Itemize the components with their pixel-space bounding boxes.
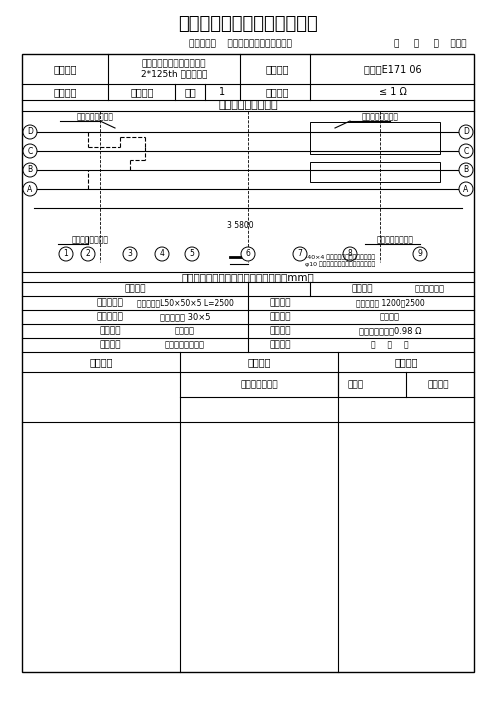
- Text: C: C: [27, 147, 33, 156]
- Text: 6: 6: [246, 249, 250, 258]
- Text: 连接至室外接地网: 连接至室外接地网: [71, 235, 109, 244]
- Text: 普通回填土壤: 普通回填土壤: [415, 284, 445, 293]
- Text: 防腐处理: 防腐处理: [99, 326, 121, 336]
- Text: 8: 8: [348, 249, 352, 258]
- Text: B: B: [463, 166, 469, 175]
- Text: 焊接情况: 焊接情况: [269, 312, 291, 322]
- Text: 接地类别: 接地类别: [53, 87, 77, 97]
- Circle shape: [23, 144, 37, 158]
- Text: 总包单位: 总包单位: [89, 357, 113, 367]
- Text: φ10 热镀锌圆钢，与各层电缆桥架焊接: φ10 热镀锌圆钢，与各层电缆桥架焊接: [305, 261, 375, 267]
- Text: 监理单位: 监理单位: [247, 357, 271, 367]
- Text: 打进深度: 打进深度: [269, 298, 291, 307]
- Text: 1: 1: [63, 249, 68, 258]
- Text: （设计内深 1200）2500: （设计内深 1200）2500: [356, 298, 425, 307]
- Text: 连接至室外接地网: 连接至室外接地网: [376, 235, 414, 244]
- Text: 连接至室外接地网: 连接至室外接地网: [362, 112, 398, 121]
- Text: 接地电阻: 接地电阻: [269, 326, 291, 336]
- Text: 图纸：E171 06: 图纸：E171 06: [364, 64, 422, 74]
- Text: 接地体规格: 接地体规格: [97, 312, 124, 322]
- Text: （取最大阻值）0.98 Ω: （取最大阻值）0.98 Ω: [359, 326, 421, 336]
- Text: 质检员: 质检员: [348, 380, 364, 389]
- Circle shape: [155, 247, 169, 261]
- Circle shape: [81, 247, 95, 261]
- Text: 9: 9: [418, 249, 423, 258]
- Circle shape: [293, 247, 307, 261]
- Circle shape: [413, 247, 427, 261]
- Text: 专业技术负责人: 专业技术负责人: [240, 380, 278, 389]
- Text: 3: 3: [127, 249, 132, 258]
- Text: 符合电气接地规范: 符合电气接地规范: [165, 340, 205, 350]
- Text: 连接至室外接地网: 连接至室外接地网: [76, 112, 114, 121]
- Text: 接地装置敷设情况检查表（尺寸单位：mm）: 接地装置敷设情况检查表（尺寸单位：mm）: [182, 272, 314, 282]
- Bar: [310, 162, 440, 182]
- Circle shape: [343, 247, 357, 261]
- Text: B: B: [27, 166, 33, 175]
- Text: 施工单位: 施工单位: [394, 357, 418, 367]
- Text: A: A: [27, 185, 33, 194]
- Circle shape: [123, 247, 137, 261]
- Circle shape: [23, 163, 37, 177]
- Text: 隐检依据: 隐检依据: [265, 64, 289, 74]
- Text: 设计要求: 设计要求: [265, 87, 289, 97]
- Text: 4: 4: [160, 249, 165, 258]
- Text: 山西亚太焦化冶镁有限公司
2*125th 干熄焦工程: 山西亚太焦化冶镁有限公司 2*125th 干熄焦工程: [141, 59, 207, 79]
- Circle shape: [459, 163, 473, 177]
- Circle shape: [241, 247, 255, 261]
- Text: 接地极规格: 接地极规格: [97, 298, 124, 307]
- Text: -40×4 热镀锌扁钢，与建筑土钢焊接: -40×4 热镀锌扁钢，与建筑土钢焊接: [305, 254, 375, 260]
- Text: 工程名称: 工程名称: [53, 64, 77, 74]
- Text: A: A: [463, 185, 469, 194]
- Circle shape: [459, 125, 473, 139]
- Text: 2: 2: [86, 249, 90, 258]
- Circle shape: [23, 182, 37, 196]
- Text: 综合接地: 综合接地: [130, 87, 154, 97]
- Circle shape: [459, 144, 473, 158]
- Circle shape: [459, 182, 473, 196]
- Text: 1: 1: [219, 87, 225, 97]
- Circle shape: [185, 247, 199, 261]
- Text: 3 5800: 3 5800: [227, 222, 253, 230]
- Text: 接地装置平面示意图: 接地装置平面示意图: [218, 100, 278, 110]
- Text: 年     月     日    编号：: 年 月 日 编号：: [394, 39, 466, 48]
- Text: 年     月     日: 年 月 日: [371, 340, 409, 350]
- Circle shape: [59, 247, 73, 261]
- Text: 检验结论: 检验结论: [99, 340, 121, 350]
- Text: 检查日期: 检查日期: [269, 340, 291, 350]
- Text: D: D: [27, 128, 33, 136]
- Text: 热镀锌角钢L50×50×5 L=2500: 热镀锌角钢L50×50×5 L=2500: [136, 298, 234, 307]
- Text: C: C: [463, 147, 469, 156]
- Text: 土壤情况: 土壤情况: [351, 284, 373, 293]
- Text: ≤ 1 Ω: ≤ 1 Ω: [379, 87, 407, 97]
- Text: 专业工长: 专业工长: [427, 380, 449, 389]
- Text: 三面搭焊: 三面搭焊: [380, 312, 400, 322]
- Bar: [310, 122, 440, 154]
- Text: 热镀锌扁钢 30×5: 热镀锌扁钢 30×5: [160, 312, 210, 322]
- Text: 槽沟尺寸: 槽沟尺寸: [124, 284, 146, 293]
- Text: 5: 5: [189, 249, 194, 258]
- Text: 安装单位：    中国十五冶金建设有限公司: 安装单位： 中国十五冶金建设有限公司: [188, 39, 292, 48]
- Text: 主控楼电气接地隐蔽验收记录: 主控楼电气接地隐蔽验收记录: [178, 15, 318, 33]
- Text: D: D: [463, 128, 469, 136]
- Bar: [22, 54, 474, 672]
- Text: 7: 7: [298, 249, 303, 258]
- Text: 沥青防腐: 沥青防腐: [175, 326, 195, 336]
- Circle shape: [23, 125, 37, 139]
- Text: 组数: 组数: [184, 87, 196, 97]
